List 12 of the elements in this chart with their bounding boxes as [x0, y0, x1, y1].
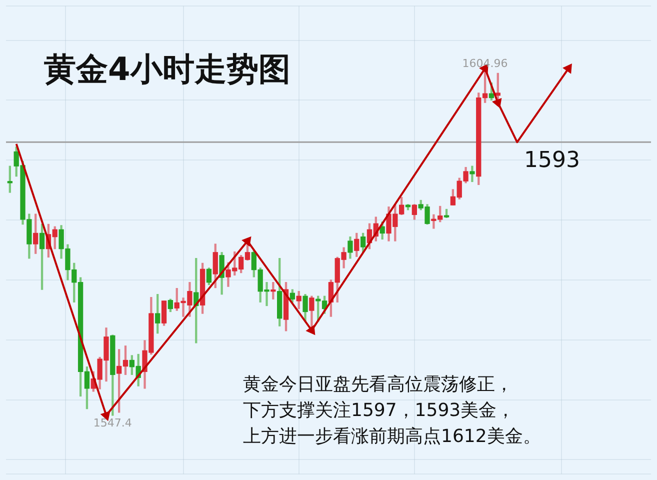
- annotation: 下方支撑关注1597，1593美金，: [243, 399, 515, 423]
- point: [306, 324, 316, 336]
- ref-line-label: 1593: [524, 148, 580, 173]
- point: [242, 236, 252, 247]
- point: [492, 98, 502, 108]
- chart-title: 黄金4小时走势图: [44, 49, 290, 90]
- point: [562, 64, 572, 74]
- annotation: 1604.96: [462, 56, 508, 70]
- annotation: 1547.4: [93, 416, 132, 430]
- candlestick: [470, 166, 475, 182]
- text: 上方进一步看涨前期高点1612美金。: [243, 425, 541, 449]
- annotation: 黄金今日亚盘先看高位震荡修正，: [243, 373, 513, 397]
